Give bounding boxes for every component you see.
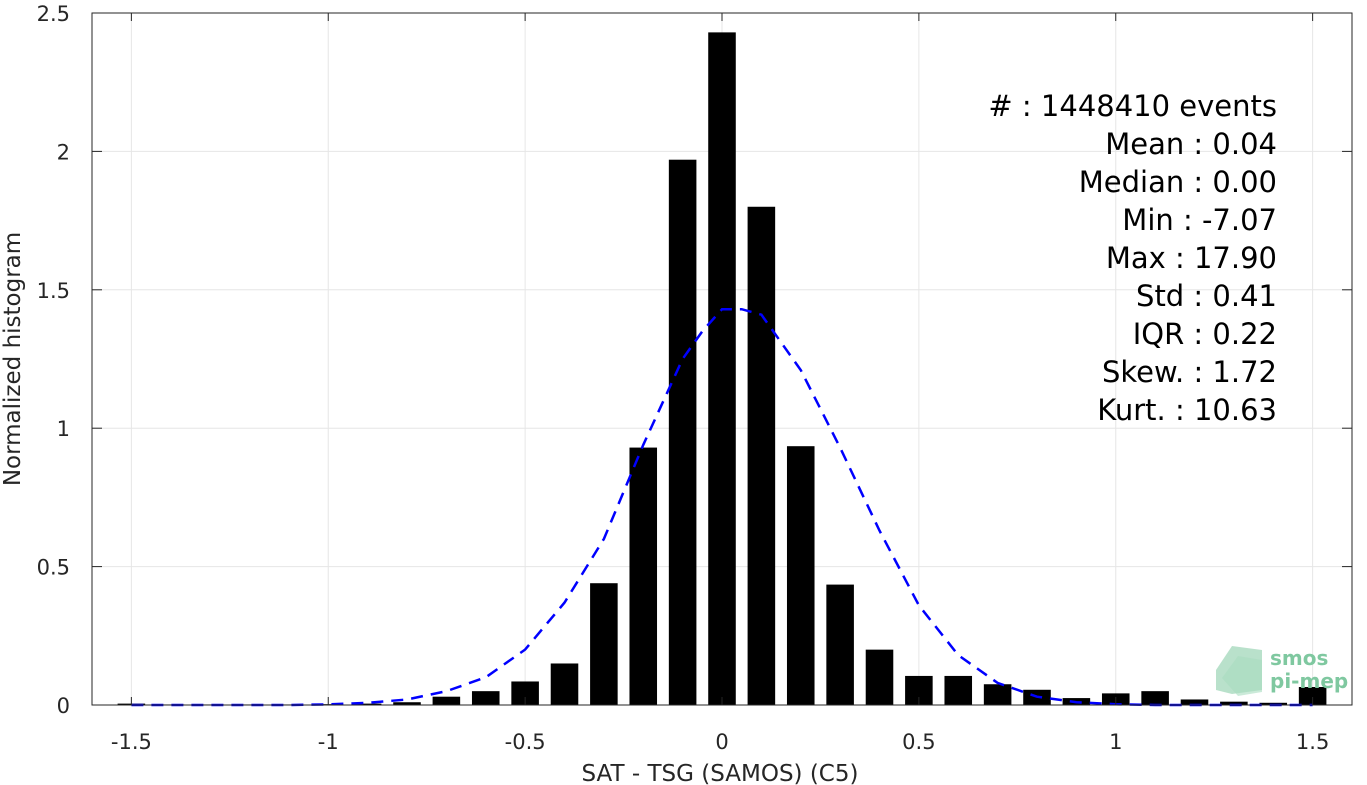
x-tick-label: 1 — [1109, 730, 1122, 754]
histogram-bar — [511, 681, 539, 705]
histogram-bar — [629, 447, 658, 705]
histogram-bar — [393, 702, 421, 705]
histogram-bars — [117, 32, 1327, 706]
smos-pimep-logo: smos pi-mep — [1216, 646, 1348, 696]
logo-icon — [1216, 646, 1262, 696]
stat-kurt: Kurt. : 10.63 — [1097, 393, 1277, 427]
axis-ticks — [92, 12, 1352, 706]
stat-count: # : 1448410 events — [988, 89, 1277, 123]
histogram-bar — [590, 583, 618, 705]
histogram-bar — [471, 691, 500, 705]
logo-text-smos: smos — [1270, 646, 1328, 670]
y-tick-label: 0.5 — [37, 556, 70, 580]
stat-iqr: IQR : 0.22 — [1133, 317, 1277, 351]
stat-min: Min : -7.07 — [1122, 203, 1277, 237]
logo-text-pimep: pi-mep — [1270, 669, 1348, 693]
histogram-bar — [432, 696, 461, 705]
histogram-bar — [708, 32, 736, 706]
histogram-bar — [747, 206, 776, 705]
y-tick-label: 1 — [57, 417, 70, 441]
y-tick-labels: 0 0.5 1 1.5 2 2.5 — [37, 2, 70, 718]
y-tick-label: 1.5 — [37, 279, 70, 303]
stat-std: Std : 0.41 — [1136, 279, 1277, 313]
histogram-bar — [1298, 687, 1327, 705]
statistics-annotation: # : 1448410 events Mean : 0.04 Median : 0.… — [988, 89, 1277, 427]
stat-mean: Mean : 0.04 — [1105, 127, 1277, 161]
x-tick-label: 0 — [715, 730, 728, 754]
y-tick-label: 2 — [57, 140, 70, 164]
x-tick-labels: -1.5 -1 -0.5 0 0.5 1 1.5 — [111, 730, 1329, 754]
y-tick-label: 2.5 — [37, 2, 70, 26]
stat-max: Max : 17.90 — [1106, 241, 1277, 275]
histogram-bar — [865, 649, 894, 705]
x-tick-label: 0.5 — [902, 730, 935, 754]
histogram-bar — [944, 675, 973, 705]
histogram-bar — [786, 446, 815, 705]
x-tick-label: 1.5 — [1296, 730, 1329, 754]
histogram-bar — [550, 663, 579, 705]
y-axis-label: Normalized histogram — [0, 232, 26, 486]
histogram-bar — [353, 703, 382, 705]
histogram-bar — [1141, 691, 1169, 705]
x-tick-label: -1.5 — [111, 730, 152, 754]
histogram-bar — [983, 684, 1012, 705]
histogram-bar — [1220, 701, 1248, 705]
x-tick-label: -0.5 — [505, 730, 546, 754]
histogram-bar — [826, 584, 854, 705]
x-axis-label: SAT - TSG (SAMOS) (C5) — [582, 761, 859, 785]
stat-skew: Skew. : 1.72 — [1102, 355, 1277, 389]
histogram-bar — [1180, 699, 1209, 705]
stat-median: Median : 0.00 — [1079, 165, 1277, 199]
histogram-bar — [668, 159, 697, 706]
normal-fit-line — [131, 307, 1313, 707]
y-tick-label: 0 — [57, 694, 70, 718]
x-tick-label: -1 — [318, 730, 339, 754]
